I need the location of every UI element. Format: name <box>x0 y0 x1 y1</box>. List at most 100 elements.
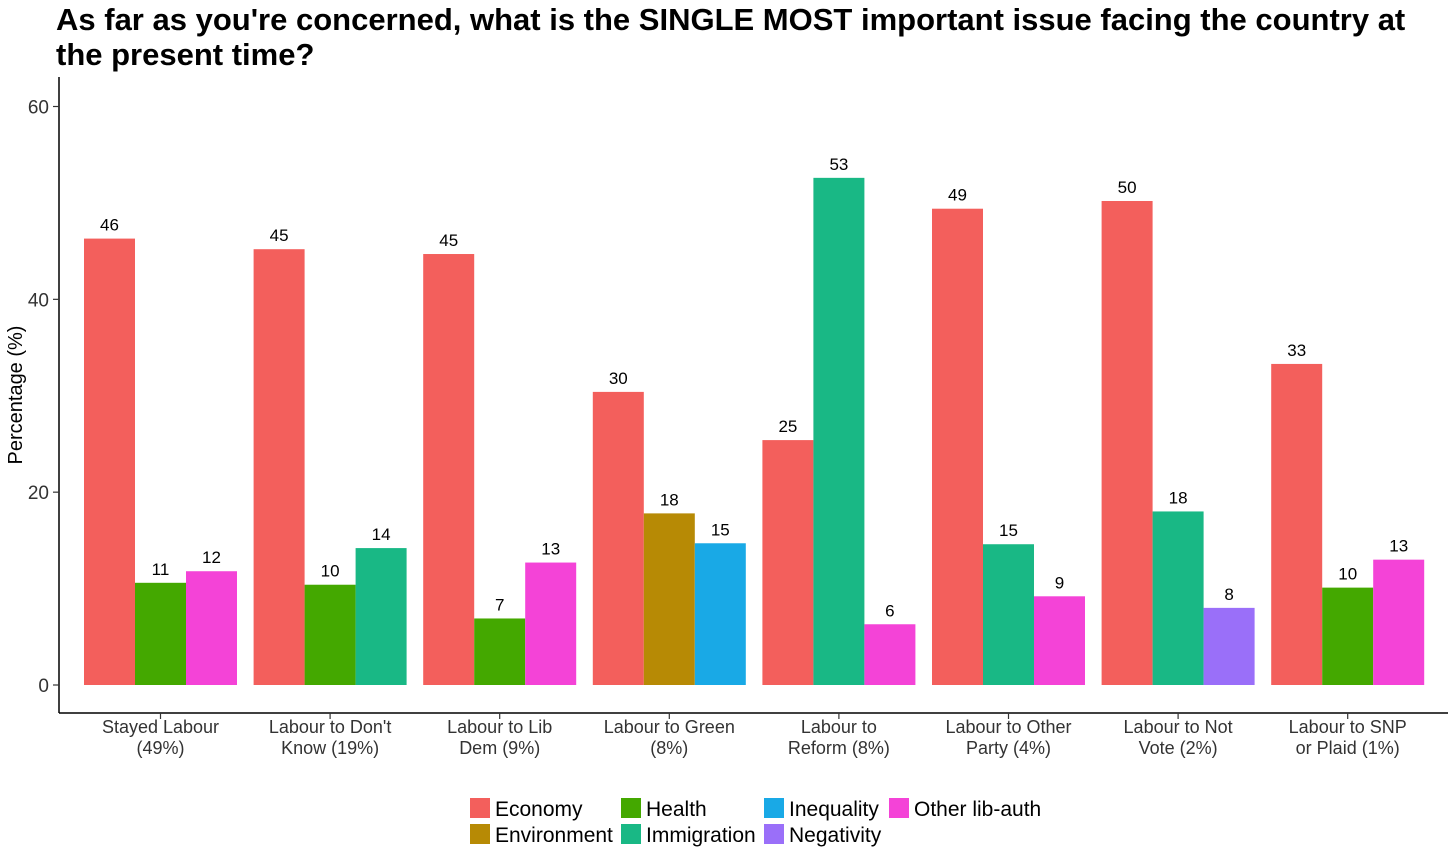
legend: Economy Environment Health Immigration Inequ… <box>470 798 1041 847</box>
bar-value-label: 30 <box>609 369 628 388</box>
bar-value-label: 6 <box>885 601 894 620</box>
legend-item-immigration: Immigration <box>621 824 756 847</box>
legend-label: Environment <box>495 824 613 847</box>
bar-immigration <box>355 548 407 685</box>
legend-item-environment: Environment <box>470 824 613 847</box>
x-tick-label: (49%) <box>136 738 184 758</box>
legend-label: Economy <box>495 798 583 821</box>
bar-value-label: 45 <box>270 226 289 245</box>
bar-value-label: 13 <box>1389 537 1408 556</box>
bar-group: 50 18 8 <box>1101 178 1255 685</box>
bar-other-lib-auth <box>1373 559 1425 685</box>
bar-value-label: 10 <box>1338 565 1357 584</box>
bar-economy <box>253 249 305 686</box>
x-tick-label: Labour to Don't <box>269 717 392 737</box>
x-tick-label: Labour to Other <box>945 717 1071 737</box>
x-tick-label: Reform (8%) <box>788 738 890 758</box>
bar-economy <box>1101 200 1153 685</box>
legend-swatch <box>764 798 784 818</box>
legend-item-inequality: Inequality <box>764 798 879 821</box>
y-tick-label: 20 <box>28 483 49 504</box>
bar-other-lib-auth <box>525 562 577 685</box>
x-tick-label: or Plaid (1%) <box>1296 738 1400 758</box>
x-tick-label: Dem (9%) <box>459 738 540 758</box>
x-tick-label: Labour to Green <box>604 717 735 737</box>
bar-value-label: 50 <box>1118 178 1137 197</box>
bar-value-label: 14 <box>372 525 391 544</box>
bar-value-label: 7 <box>495 595 504 614</box>
x-tick-label: Know (19%) <box>281 738 379 758</box>
bar-immigration <box>1152 511 1204 685</box>
bar-group: 25 53 6 <box>762 155 916 685</box>
chart-title: As far as you're concerned, what is the … <box>56 2 1406 72</box>
bar-health <box>135 582 186 685</box>
legend-label: Immigration <box>646 824 756 847</box>
bar-value-label: 18 <box>660 490 679 509</box>
bar-value-label: 8 <box>1224 585 1233 604</box>
bar-value-label: 46 <box>100 216 119 235</box>
legend-swatch <box>470 824 490 844</box>
y-ticks: 0 20 40 60 <box>28 98 59 697</box>
bar-environment <box>643 513 695 685</box>
bar-value-label: 10 <box>321 562 340 581</box>
bar-health <box>474 618 526 685</box>
bar-group: 46 11 12 <box>84 216 237 686</box>
bar-value-label: 18 <box>1169 488 1188 507</box>
bar-value-label: 15 <box>711 520 730 539</box>
y-tick-label: 40 <box>28 290 49 311</box>
legend-label: Inequality <box>789 798 879 821</box>
bar-immigration <box>983 544 1034 685</box>
bar-value-label: 13 <box>541 540 560 559</box>
bar-value-label: 25 <box>778 417 797 436</box>
bar-inequality <box>694 543 746 685</box>
legend-swatch <box>764 824 784 844</box>
legend-item-negativity: Negativity <box>764 824 882 847</box>
bar-health <box>1322 587 1374 685</box>
x-tick-label: Labour to SNP <box>1289 717 1407 737</box>
legend-swatch <box>889 798 909 818</box>
bar-group: 45 10 14 <box>253 226 407 686</box>
x-tick-label: Stayed Labour <box>102 717 219 737</box>
y-tick-label: 60 <box>28 98 49 119</box>
bar-group: 33 10 13 <box>1271 341 1425 685</box>
bar-value-label: 9 <box>1055 573 1064 592</box>
x-tick-label: Labour to Lib <box>447 717 552 737</box>
bar-group: 49 15 9 <box>932 186 1085 685</box>
bar-group: 30 18 15 <box>592 369 746 685</box>
legend-label: Other lib-auth <box>914 798 1041 821</box>
legend-item-health: Health <box>621 798 707 821</box>
x-tick-label: (8%) <box>650 738 688 758</box>
bar-other-lib-auth <box>186 571 237 685</box>
bar-economy <box>592 391 644 685</box>
legend-label: Health <box>646 798 707 821</box>
bar-health <box>304 584 356 685</box>
bar-negativity <box>1203 607 1255 685</box>
bar-economy <box>932 208 983 685</box>
bar-value-label: 11 <box>152 560 170 579</box>
bar-value-label: 33 <box>1287 341 1306 360</box>
bar-economy <box>1271 363 1323 685</box>
bar-groups: 46 11 12 45 10 14 45 7 13 30 18 15 25 53 6 49 15 9 50 18 8 33… <box>84 155 1425 686</box>
bar-economy <box>762 440 814 685</box>
x-tick-label: Labour to <box>801 717 877 737</box>
bar-other-lib-auth <box>864 624 916 685</box>
bar-economy <box>423 254 475 685</box>
bar-group: 45 7 13 <box>423 231 577 685</box>
legend-swatch <box>621 798 641 818</box>
y-axis-title: Percentage (%) <box>5 326 27 465</box>
y-tick-label: 0 <box>38 676 49 697</box>
x-tick-label: Party (4%) <box>966 738 1051 758</box>
axes: Percentage (%) <box>5 77 1448 714</box>
bar-value-label: 45 <box>439 231 458 250</box>
bar-value-label: 12 <box>202 548 221 567</box>
bar-value-label: 53 <box>829 155 848 174</box>
bar-other-lib-auth <box>1034 596 1085 685</box>
legend-swatch <box>470 798 490 818</box>
bar-immigration <box>813 177 865 685</box>
legend-item-economy: Economy <box>470 798 583 821</box>
bar-value-label: 15 <box>999 521 1018 540</box>
legend-label: Negativity <box>789 824 882 847</box>
bar-value-label: 49 <box>948 186 967 205</box>
